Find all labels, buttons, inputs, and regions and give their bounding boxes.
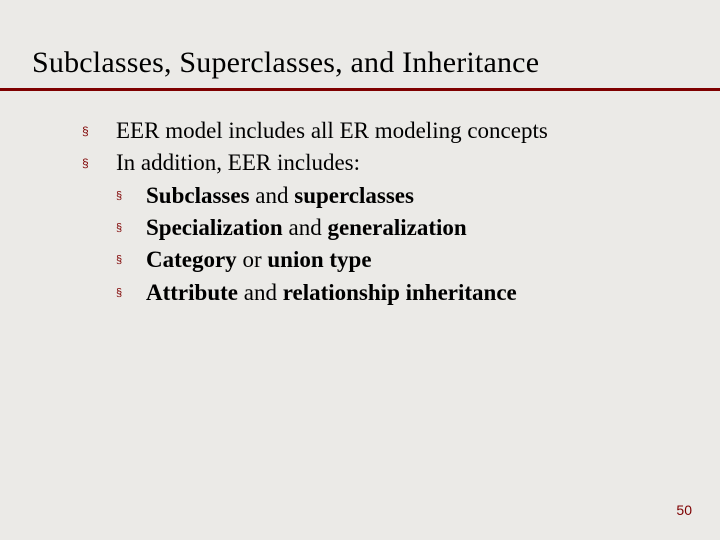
title-underline (0, 88, 720, 91)
sub-list-item: § Attribute and relationship inheritance (116, 278, 682, 308)
bold-term: union type (267, 247, 371, 272)
bullet-icon: § (116, 213, 146, 236)
bullet-icon: § (116, 278, 146, 301)
list-item-text: EER model includes all ER modeling conce… (116, 116, 682, 146)
sub-list-item-text: Attribute and relationship inheritance (146, 278, 682, 308)
list-item-text: In addition, EER includes: (116, 148, 682, 178)
sub-list-item-text: Category or union type (146, 245, 682, 275)
sub-list-item-text: Subclasses and superclasses (146, 181, 682, 211)
bullet-icon: § (82, 148, 116, 172)
bullet-icon: § (116, 245, 146, 268)
content-area: § EER model includes all ER modeling con… (82, 116, 682, 310)
bold-term: Attribute (146, 280, 238, 305)
bold-term: Subclasses (146, 183, 250, 208)
list-item: § In addition, EER includes: (82, 148, 682, 178)
bold-term: Specialization (146, 215, 283, 240)
sub-list-item: § Subclasses and superclasses (116, 181, 682, 211)
page-number: 50 (676, 502, 692, 518)
sub-list-item: § Category or union type (116, 245, 682, 275)
connector-text: and (283, 215, 328, 240)
bold-term: relationship inheritance (283, 280, 517, 305)
slide-title: Subclasses, Superclasses, and Inheritanc… (32, 46, 539, 80)
connector-text: or (237, 247, 268, 272)
bullet-icon: § (82, 116, 116, 140)
bold-term: Category (146, 247, 237, 272)
sub-list-item: § Specialization and generalization (116, 213, 682, 243)
sub-list-item-text: Specialization and generalization (146, 213, 682, 243)
connector-text: and (250, 183, 295, 208)
slide: Subclasses, Superclasses, and Inheritanc… (0, 0, 720, 540)
bold-term: generalization (327, 215, 466, 240)
sub-list: § Subclasses and superclasses § Speciali… (116, 181, 682, 308)
bold-term: superclasses (294, 183, 414, 208)
list-item: § EER model includes all ER modeling con… (82, 116, 682, 146)
bullet-icon: § (116, 181, 146, 204)
connector-text: and (238, 280, 283, 305)
